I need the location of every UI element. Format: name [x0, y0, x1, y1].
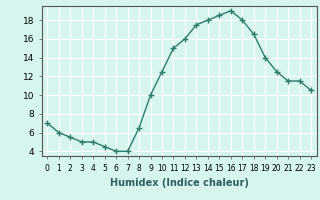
- X-axis label: Humidex (Indice chaleur): Humidex (Indice chaleur): [110, 178, 249, 188]
